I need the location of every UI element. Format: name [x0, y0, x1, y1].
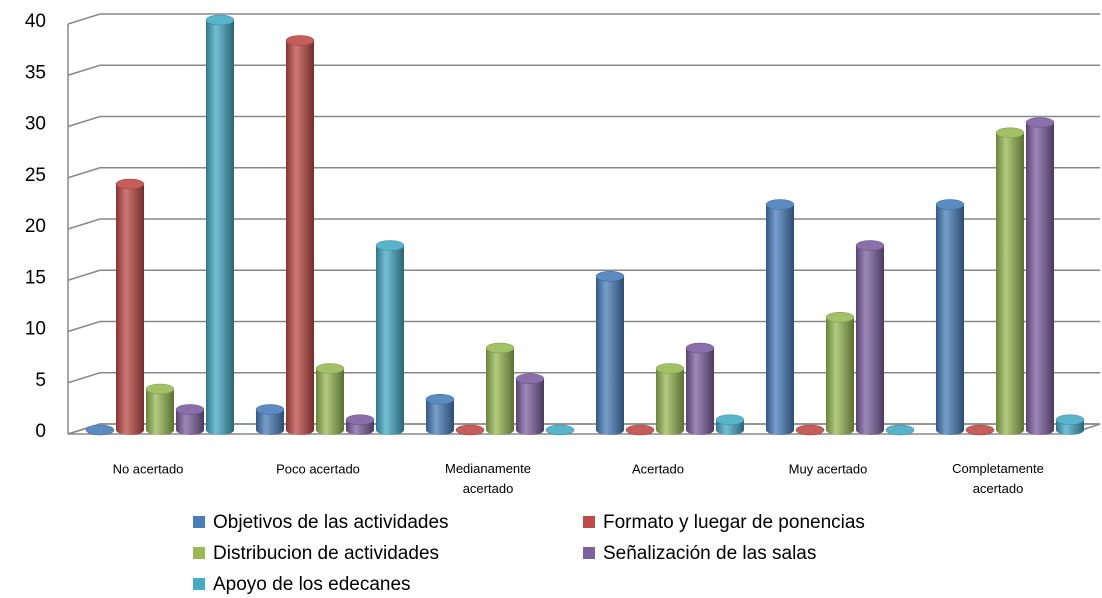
- bar: [205, 14, 235, 435]
- bar: [685, 342, 715, 435]
- y-tick-label: 10: [25, 319, 46, 340]
- y-tick-label: 5: [35, 370, 46, 391]
- bar: [995, 127, 1025, 435]
- bar: [485, 342, 515, 435]
- bar: [855, 240, 885, 435]
- bar: [375, 240, 405, 435]
- x-tick-label: No acertado: [113, 461, 184, 476]
- legend-swatch: [193, 516, 205, 528]
- bar: [285, 35, 315, 435]
- bar: [825, 312, 855, 435]
- legend-swatch: [583, 547, 595, 559]
- y-tick-label: 40: [25, 11, 46, 32]
- bar: [655, 363, 685, 435]
- legend-swatch: [193, 547, 205, 559]
- bar: [935, 199, 965, 435]
- x-tick-label: Poco acertado: [276, 461, 360, 476]
- legend-swatch: [583, 516, 595, 528]
- grid-line: [67, 13, 1100, 25]
- bar: [715, 414, 745, 435]
- bar: [885, 424, 915, 436]
- legend-label: Formato y luegar de ponencias: [603, 512, 865, 533]
- y-tick-label: 20: [25, 216, 46, 237]
- y-tick-label: 30: [25, 114, 46, 135]
- legend-label: Apoyo de los edecanes: [213, 574, 411, 595]
- bar: [515, 373, 545, 435]
- x-tick-label: Muy acertado: [789, 461, 868, 476]
- grid-line: [67, 64, 1100, 76]
- bar: [625, 424, 655, 436]
- legend-label: Objetivos de las actividades: [213, 512, 449, 533]
- bar: [965, 424, 995, 436]
- bar: [795, 424, 825, 436]
- grid-line: [67, 167, 1100, 179]
- legend-label: Señalización de las salas: [603, 543, 816, 564]
- bar: [315, 363, 345, 435]
- bar: [1025, 117, 1055, 435]
- bar: [595, 271, 625, 435]
- bar: [1055, 414, 1085, 435]
- x-tick-label: Acertado: [632, 461, 684, 476]
- x-tick-label: Medianamente acertado: [445, 461, 531, 496]
- bar: [255, 404, 285, 435]
- legend-swatch: [193, 578, 205, 590]
- legend-label: Distribucion de actividades: [213, 543, 439, 564]
- bar: [545, 424, 575, 436]
- bar: [765, 199, 795, 435]
- bar: [345, 414, 375, 435]
- bar: [175, 404, 205, 435]
- y-tick-label: 0: [35, 421, 46, 442]
- bar: [85, 424, 115, 436]
- y-tick-label: 25: [25, 165, 46, 186]
- bar: [455, 424, 485, 436]
- bar: [145, 383, 175, 435]
- x-tick-label: Completamente acertado: [952, 461, 1044, 496]
- y-tick-label: 15: [25, 267, 46, 288]
- y-tick-label: 35: [25, 62, 46, 83]
- bar: [425, 394, 455, 435]
- grid-line: [67, 115, 1100, 128]
- bar: [115, 178, 145, 435]
